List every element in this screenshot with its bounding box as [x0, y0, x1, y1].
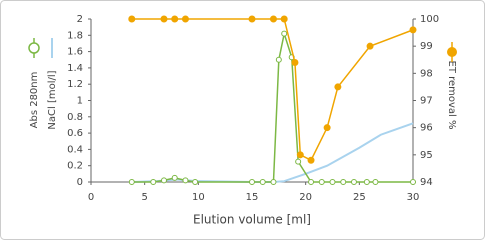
data-point	[249, 179, 255, 185]
y-tick-label: 2	[77, 14, 83, 25]
x-tick-label: 15	[246, 192, 259, 203]
y2-tick-label: 98	[420, 68, 433, 79]
legend-et: ET removal %	[446, 42, 457, 130]
x-tick-label: 0	[88, 192, 94, 203]
y-tick-label: 1.6	[67, 47, 83, 58]
x-tick-label: 20	[299, 192, 312, 203]
data-point	[182, 177, 189, 184]
data-point	[410, 179, 416, 185]
data-point	[308, 179, 315, 185]
y-tick-label: 1	[77, 96, 83, 107]
y2-tick-label: 96	[420, 123, 433, 134]
data-point	[334, 83, 342, 91]
legend-label: Abs 280nm	[29, 72, 40, 129]
legend-abs: Abs 280nm	[28, 38, 40, 129]
data-point	[295, 158, 302, 165]
y2-tick-label: 94	[420, 177, 433, 188]
legend-nacl: NaCl [mol/l]	[47, 38, 58, 130]
data-point	[259, 179, 266, 185]
x-tick-label: 30	[407, 192, 420, 203]
x-axis-label: Elution volume [ml]	[193, 213, 311, 227]
data-point	[372, 179, 379, 185]
legend-label: ET removal %	[446, 60, 457, 129]
data-point	[280, 15, 288, 23]
legend-icon	[447, 47, 457, 57]
data-point	[307, 156, 315, 164]
data-point	[248, 15, 256, 23]
data-point	[150, 179, 157, 185]
data-point	[366, 42, 374, 50]
data-point	[192, 179, 199, 185]
y-tick-label: 1.8	[67, 30, 83, 41]
data-point	[409, 26, 417, 34]
legend-label: NaCl [mol/l]	[47, 70, 58, 129]
y-tick-label: 0.8	[67, 112, 83, 123]
data-point	[329, 179, 336, 185]
x-tick-label: 10	[192, 192, 205, 203]
data-point	[160, 15, 168, 23]
data-point	[296, 151, 304, 159]
data-point	[281, 30, 288, 37]
data-point	[128, 15, 136, 23]
x-tick-label: 25	[353, 192, 366, 203]
data-point	[270, 179, 277, 185]
data-point	[323, 124, 331, 132]
data-point	[350, 179, 357, 185]
legend-icon	[28, 42, 40, 54]
y2-tick-label: 97	[420, 96, 433, 107]
data-point	[171, 15, 179, 23]
data-point	[171, 174, 178, 181]
data-point	[269, 15, 277, 23]
y2-tick-label: 100	[420, 14, 439, 25]
data-point	[160, 177, 167, 184]
data-point	[275, 56, 282, 63]
y-tick-label: 0.6	[67, 128, 83, 139]
y2-tick-label: 95	[420, 150, 433, 161]
data-point	[128, 179, 135, 185]
x-tick-label: 5	[141, 192, 147, 203]
y-tick-label: 1.2	[67, 79, 83, 90]
data-point	[363, 179, 370, 185]
data-point	[181, 15, 189, 23]
y-tick-label: 0	[77, 177, 83, 188]
data-point	[291, 58, 299, 66]
y2-tick-label: 99	[420, 41, 433, 52]
y-tick-label: 1.4	[67, 63, 83, 74]
data-point	[318, 179, 325, 185]
data-point	[340, 179, 347, 185]
y-tick-label: 0.4	[67, 144, 83, 155]
y-tick-label: 0.2	[67, 161, 83, 172]
